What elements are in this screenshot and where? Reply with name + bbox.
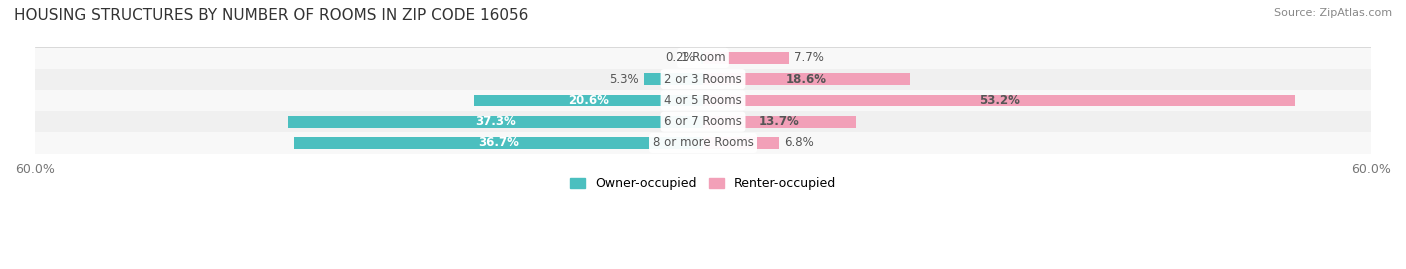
- Text: 4 or 5 Rooms: 4 or 5 Rooms: [664, 94, 742, 107]
- Bar: [644, 73, 703, 85]
- Bar: [35, 69, 1371, 90]
- Bar: [703, 116, 855, 128]
- Bar: [294, 137, 703, 149]
- Bar: [35, 132, 1371, 154]
- Text: 6 or 7 Rooms: 6 or 7 Rooms: [664, 115, 742, 128]
- Text: 1 Room: 1 Room: [681, 51, 725, 64]
- Text: 7.7%: 7.7%: [794, 51, 824, 64]
- Text: 2 or 3 Rooms: 2 or 3 Rooms: [664, 73, 742, 86]
- Text: 37.3%: 37.3%: [475, 115, 516, 128]
- Bar: [288, 116, 703, 128]
- Bar: [35, 90, 1371, 111]
- Text: HOUSING STRUCTURES BY NUMBER OF ROOMS IN ZIP CODE 16056: HOUSING STRUCTURES BY NUMBER OF ROOMS IN…: [14, 8, 529, 23]
- Text: 53.2%: 53.2%: [979, 94, 1019, 107]
- Text: 36.7%: 36.7%: [478, 136, 519, 150]
- Bar: [703, 52, 789, 64]
- Text: 5.3%: 5.3%: [609, 73, 638, 86]
- Text: 13.7%: 13.7%: [759, 115, 800, 128]
- Legend: Owner-occupied, Renter-occupied: Owner-occupied, Renter-occupied: [565, 172, 841, 195]
- Bar: [474, 95, 703, 106]
- Bar: [35, 47, 1371, 69]
- Text: Source: ZipAtlas.com: Source: ZipAtlas.com: [1274, 8, 1392, 18]
- Bar: [35, 111, 1371, 132]
- Bar: [703, 137, 779, 149]
- Text: 20.6%: 20.6%: [568, 94, 609, 107]
- Bar: [700, 52, 703, 64]
- Text: 0.2%: 0.2%: [665, 51, 695, 64]
- Text: 18.6%: 18.6%: [786, 73, 827, 86]
- Text: 8 or more Rooms: 8 or more Rooms: [652, 136, 754, 150]
- Bar: [703, 95, 1295, 106]
- Bar: [703, 73, 910, 85]
- Text: 6.8%: 6.8%: [785, 136, 814, 150]
